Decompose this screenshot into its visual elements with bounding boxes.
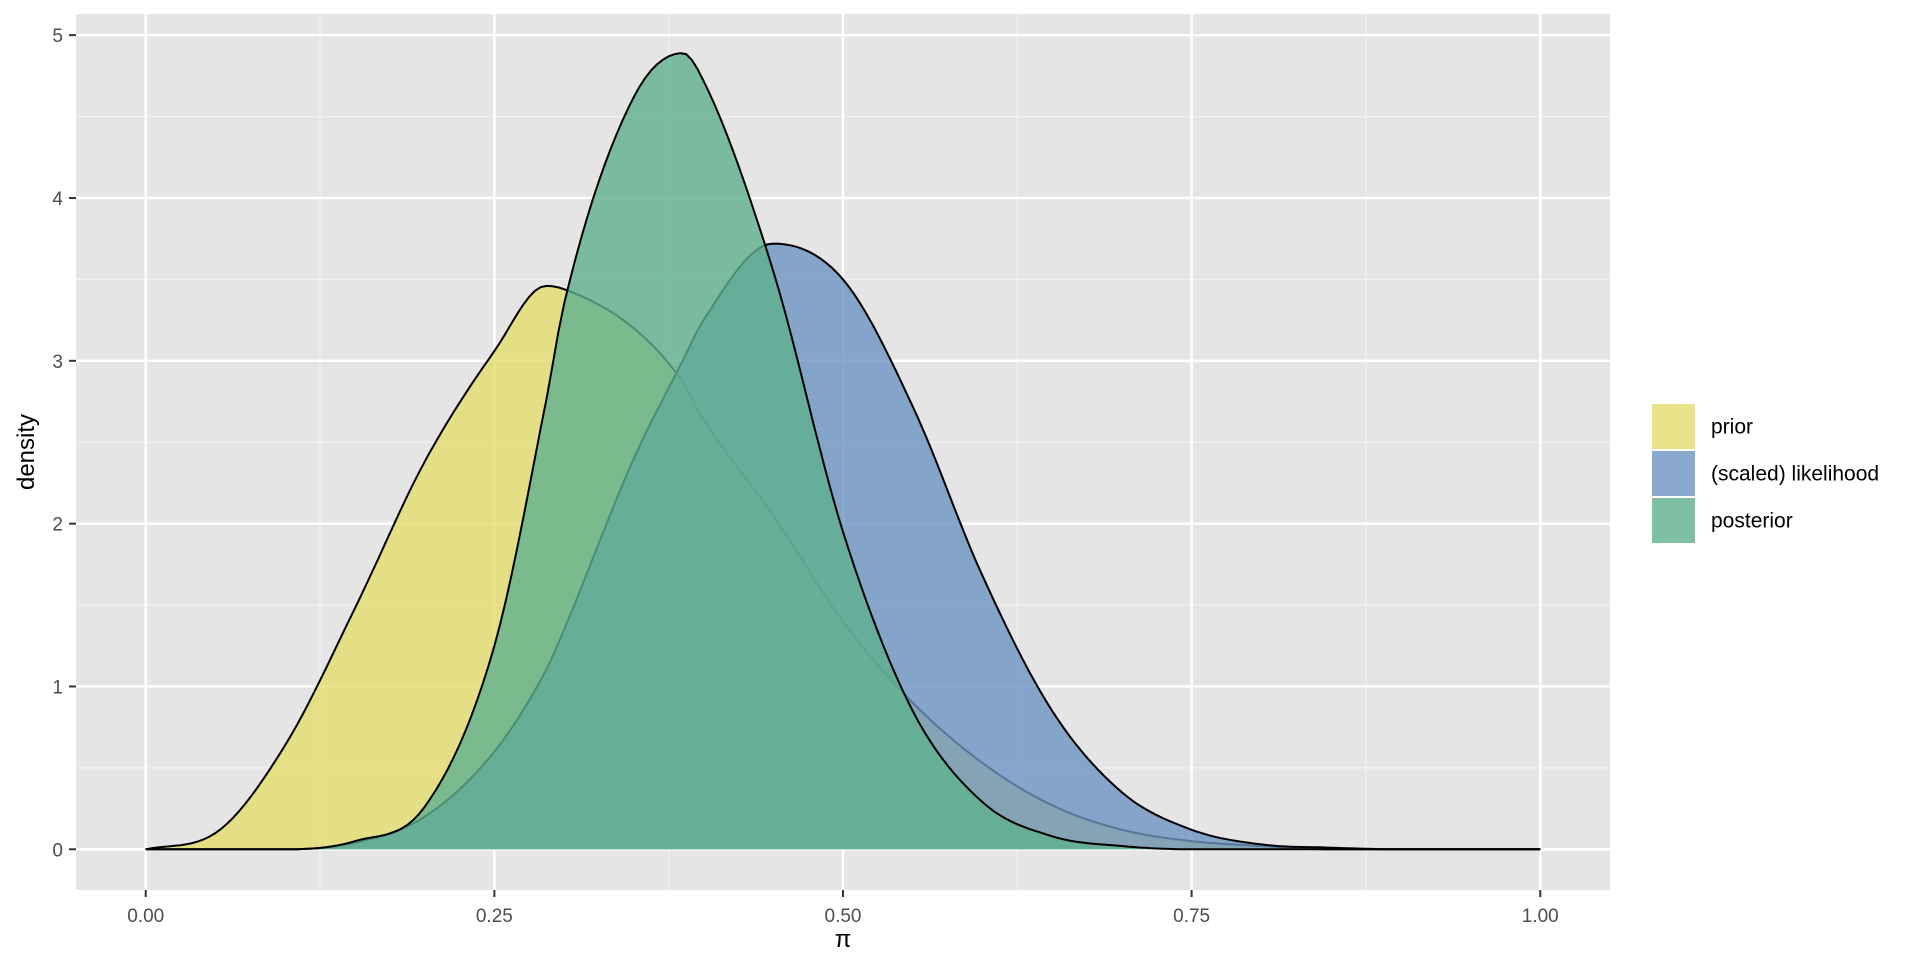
y-tick-label: 0 [52,840,63,861]
x-tick-label: 0.50 [825,906,862,927]
series-layer [145,52,1541,851]
y-tick-label: 4 [52,189,63,210]
x-axis-title: π [835,926,852,953]
legend: prior (scaled) likelihood posterior [1651,403,1879,544]
legend-label: prior [1711,416,1753,439]
y-tick-label: 5 [52,26,63,47]
legend-key-swatch [1652,404,1695,449]
y-tick-label: 1 [52,677,63,698]
y-axis-title: density [13,414,40,490]
x-tick-label: 1.00 [1522,906,1559,927]
legend-label: posterior [1711,510,1793,533]
series-outline-2 [145,52,1541,851]
series-area-2 [145,53,1541,850]
legend-key-swatch [1652,451,1695,496]
legend-key-swatch [1652,498,1695,543]
legend-label: (scaled) likelihood [1711,463,1879,486]
axes: 0.00 0.25 0.50 0.75 1.00 0 1 2 3 4 5 [52,26,1558,927]
y-tick-label: 3 [52,352,63,373]
x-tick-label: 0.75 [1173,906,1210,927]
x-tick-label: 0.25 [476,906,513,927]
x-tick-label: 0.00 [127,906,164,927]
y-tick-label: 2 [52,515,63,536]
